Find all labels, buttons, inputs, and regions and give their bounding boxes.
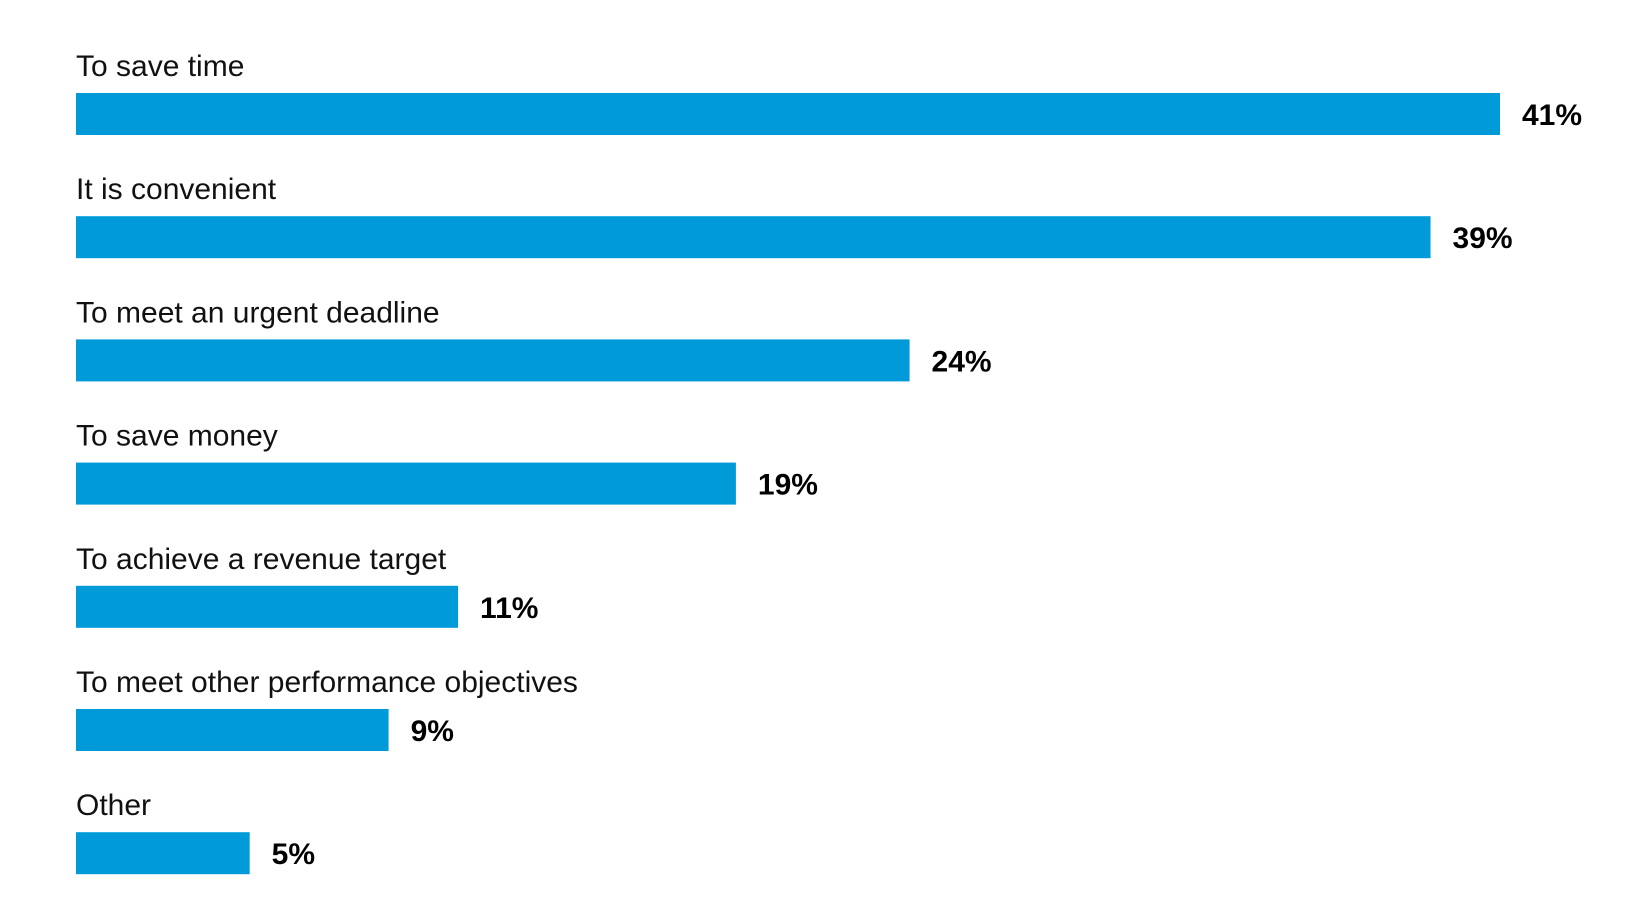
bar xyxy=(76,216,1431,259)
bar xyxy=(76,832,250,875)
category-label: To achieve a revenue target xyxy=(76,543,447,576)
category-label: To save money xyxy=(76,420,278,453)
category-label: It is convenient xyxy=(76,173,277,206)
bar-row: It is convenient 39% xyxy=(76,173,1513,259)
bar-row: To save time 41% xyxy=(76,50,1582,135)
value-label: 39% xyxy=(1453,222,1513,255)
bar-row: Other 5% xyxy=(76,789,315,875)
value-label: 11% xyxy=(480,592,538,625)
bar xyxy=(76,462,736,505)
bar xyxy=(76,585,459,628)
category-label: To save time xyxy=(76,50,244,83)
bar-row: To achieve a revenue target 11% xyxy=(76,543,538,628)
value-label: 5% xyxy=(272,838,315,871)
value-label: 41% xyxy=(1522,99,1582,132)
category-label: To meet other performance objectives xyxy=(76,666,578,699)
bar xyxy=(76,93,1500,135)
bar-row: To meet other performance objectives 9% xyxy=(76,666,578,751)
bar-row: To meet an urgent deadline 24% xyxy=(76,296,992,382)
bar xyxy=(76,339,910,382)
value-label: 24% xyxy=(932,345,992,378)
value-label: 19% xyxy=(758,469,818,502)
category-label: To meet an urgent deadline xyxy=(76,296,440,329)
bar xyxy=(76,709,389,751)
category-label: Other xyxy=(76,789,151,822)
value-label: 9% xyxy=(411,715,454,748)
bar-row: To save money 19% xyxy=(76,420,818,505)
